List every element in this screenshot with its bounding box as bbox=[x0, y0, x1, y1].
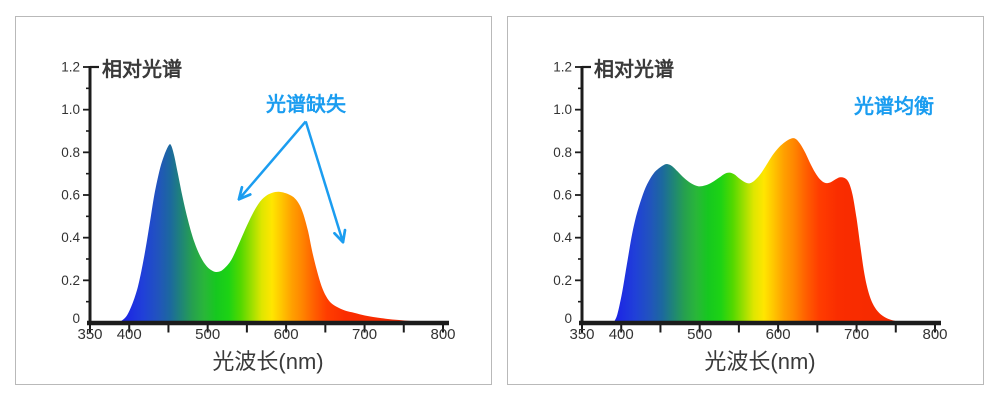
y-tick-label: 0.6 bbox=[61, 188, 80, 203]
y-tick-label: 0.2 bbox=[553, 273, 572, 288]
x-axis-title: 光波长(nm) bbox=[704, 349, 816, 374]
y-tick-label: 0.4 bbox=[61, 230, 80, 245]
x-axis-title: 光波长(nm) bbox=[212, 349, 324, 374]
x-tick-label: 350 bbox=[569, 326, 594, 343]
y-tick-label: 1.2 bbox=[553, 60, 572, 75]
left-chart-panel: 350 400 500 600 700 800 0 0.2 0.4 0.6 0.8 1.0 1.2 相对… bbox=[15, 16, 492, 385]
x-tick-label: 800 bbox=[922, 326, 947, 343]
x-tick-label: 500 bbox=[687, 326, 712, 343]
annotation-spectrum-missing-label: 光谱缺失 bbox=[266, 94, 346, 116]
right-chart-panel: 350 400 500 600 700 800 0 0.2 0.4 0.6 0.8 1.0 1.2 相对… bbox=[507, 16, 984, 385]
y-tick-label: 0.8 bbox=[61, 145, 80, 160]
y-tick-label: 0.2 bbox=[61, 273, 80, 288]
y-tick-label: 0.4 bbox=[553, 230, 572, 245]
spectrum-area bbox=[613, 138, 910, 323]
x-tick-label: 400 bbox=[609, 326, 634, 343]
y-tick-label: 0 bbox=[564, 311, 572, 326]
y-tick-label: 1.2 bbox=[61, 60, 80, 75]
x-tick-label: 350 bbox=[77, 326, 102, 343]
y-tick-label: 0.6 bbox=[553, 188, 572, 203]
y-tick-label: 1.0 bbox=[61, 102, 80, 117]
y-tick-label: 1.0 bbox=[553, 102, 572, 117]
x-tick-label: 400 bbox=[117, 326, 142, 343]
x-tick-label: 600 bbox=[274, 326, 299, 343]
y-tick-label: 0 bbox=[72, 311, 80, 326]
x-tick-label: 800 bbox=[430, 326, 455, 343]
annotation-spectrum-balanced-label: 光谱均衡 bbox=[854, 96, 934, 118]
x-tick-label: 500 bbox=[195, 326, 220, 343]
x-tick-label: 700 bbox=[352, 326, 377, 343]
x-tick-label: 700 bbox=[844, 326, 869, 343]
spectrum-chart-svg-balanced: 350 400 500 600 700 800 0 0.2 0.4 0.6 0.8 1.0 1.2 bbox=[553, 60, 947, 344]
x-tick-label: 600 bbox=[766, 326, 791, 343]
annotation-arrow bbox=[304, 121, 343, 240]
y-tick-label: 0.8 bbox=[553, 145, 572, 160]
spectrum-area bbox=[115, 144, 444, 323]
annotation-arrow bbox=[240, 120, 307, 198]
spectrum-chart-svg-missing: 350 400 500 600 700 800 0 0.2 0.4 0.6 0.8 1.0 1.2 bbox=[61, 60, 455, 344]
chart-title: 相对光谱 bbox=[102, 59, 182, 81]
chart-title: 相对光谱 bbox=[594, 59, 674, 81]
